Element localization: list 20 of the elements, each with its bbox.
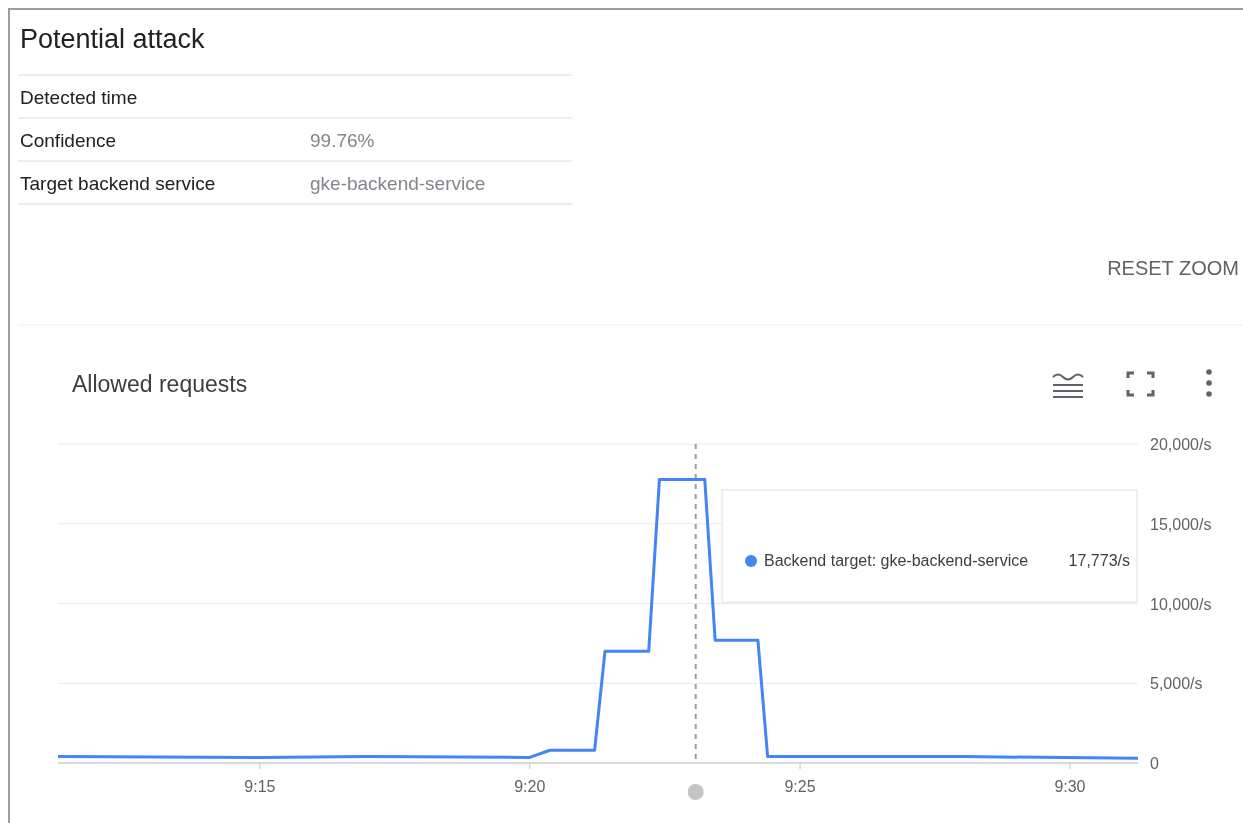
text: Potential attack: [20, 24, 206, 54]
y-tick-label: 20,000/s: [1150, 436, 1212, 453]
x-tick-label: 9:25: [784, 778, 816, 795]
text: 99.76%: [310, 130, 375, 151]
text: gke-backend-service: [310, 173, 486, 194]
line-series: [56, 478, 1140, 760]
x-tick-label: 9:30: [1054, 778, 1086, 795]
x-tick-label: 9:20: [514, 778, 546, 795]
text: Confidence: [20, 130, 117, 151]
x-tick-label: 9:15: [244, 778, 276, 795]
legend-label: Backend target: gke-backend-service: [764, 552, 1029, 569]
annotation: 17,773/s: [1068, 552, 1130, 569]
y-tick-label: 15,000/s: [1150, 515, 1212, 533]
text: Target backend service: [20, 173, 216, 194]
text: RESET ZOOM: [1107, 257, 1239, 279]
y-tick-label: 0: [1150, 755, 1159, 772]
y-tick-label: 10,000/s: [1150, 595, 1212, 613]
chart-title: Allowed requests: [72, 371, 248, 397]
y-tick-label: 5,000/s: [1150, 675, 1203, 693]
text: Detected time: [20, 87, 138, 108]
